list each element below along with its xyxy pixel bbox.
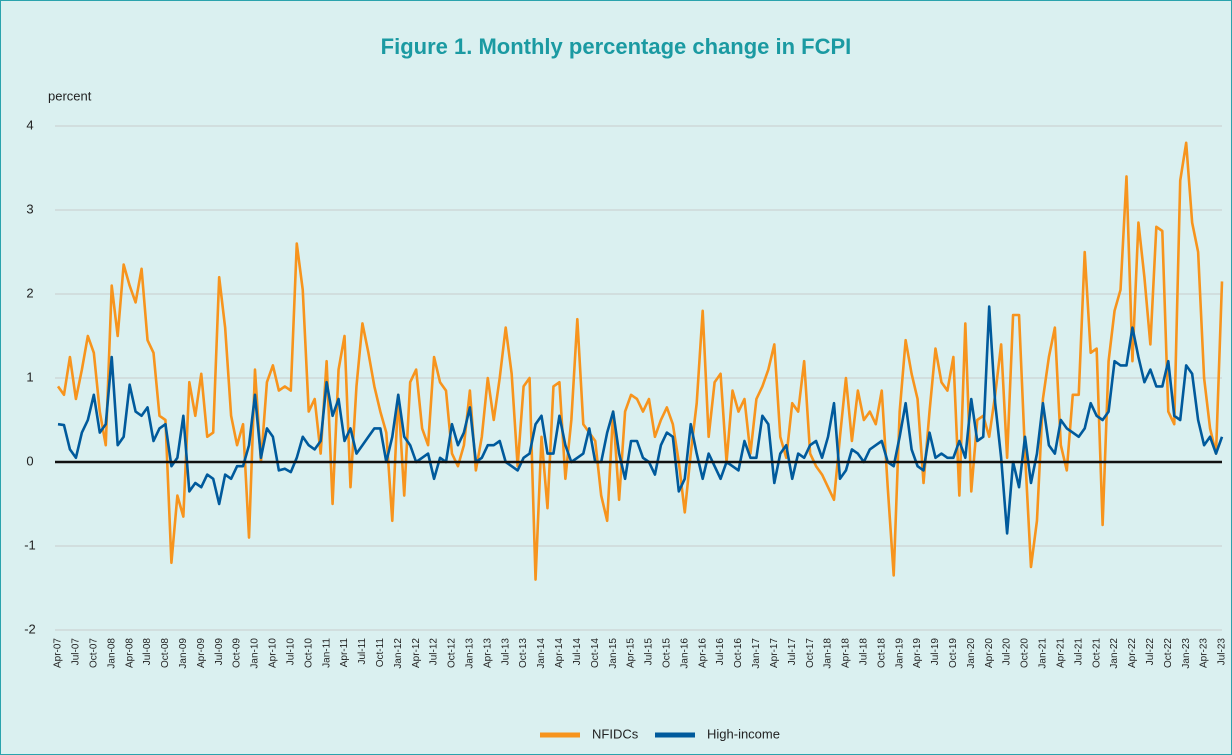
- x-tick-label: Oct-13: [518, 638, 529, 668]
- x-tick-label: Jan-20: [966, 638, 977, 669]
- x-tick-label: Jul-12: [429, 638, 440, 666]
- x-tick-label: Apr-10: [268, 638, 279, 668]
- y-tick-label: -1: [24, 537, 36, 552]
- x-tick-label: Jan-14: [536, 638, 547, 669]
- x-tick-label: Jul-10: [285, 638, 296, 666]
- x-tick-label: Apr-13: [482, 638, 493, 668]
- legend-label: NFIDCs: [592, 726, 639, 741]
- x-tick-label: Jul-14: [572, 638, 583, 666]
- x-tick-label: Apr-18: [841, 638, 852, 668]
- x-tick-label: Jul-19: [930, 638, 941, 666]
- x-tick-label: Oct-20: [1020, 638, 1031, 668]
- x-tick-label: Apr-20: [984, 638, 995, 668]
- x-tick-label: Apr-07: [53, 638, 64, 668]
- x-tick-label: Jul-18: [858, 638, 869, 666]
- x-tick-label: Apr-11: [339, 638, 350, 668]
- chart-title: Figure 1. Monthly percentage change in F…: [381, 34, 852, 59]
- y-tick-label: -2: [24, 621, 36, 636]
- x-tick-label: Jan-17: [751, 638, 762, 669]
- x-tick-label: Jan-15: [608, 638, 619, 669]
- x-tick-label: Jul-22: [1145, 638, 1156, 666]
- x-tick-label: Apr-09: [196, 638, 207, 668]
- x-tick-label: Jan-09: [178, 638, 189, 669]
- x-tick-label: Jan-22: [1109, 638, 1120, 669]
- y-axis-label: percent: [48, 88, 92, 103]
- y-tick-label: 3: [26, 201, 33, 216]
- x-tick-label: Apr-12: [411, 638, 422, 668]
- x-tick-label: Jul-11: [357, 638, 368, 665]
- x-tick-label: Jan-10: [250, 638, 261, 669]
- y-tick-label: 4: [26, 117, 33, 132]
- x-tick-label: Oct-19: [948, 638, 959, 668]
- x-tick-label: Apr-08: [124, 638, 135, 668]
- x-tick-label: Jan-16: [679, 638, 690, 669]
- x-tick-label: Jul-16: [715, 638, 726, 666]
- x-tick-label: Oct-18: [876, 638, 887, 668]
- x-tick-label: Jul-20: [1002, 638, 1013, 666]
- x-tick-label: Jan-13: [465, 638, 476, 669]
- y-tick-label: 2: [26, 285, 33, 300]
- x-tick-label: Apr-19: [912, 638, 923, 668]
- x-tick-label: Jan-08: [106, 638, 117, 669]
- x-tick-label: Jul-15: [644, 638, 655, 666]
- x-tick-label: Jan-21: [1038, 638, 1049, 669]
- x-tick-label: Jan-23: [1181, 638, 1192, 669]
- x-tick-label: Apr-15: [626, 638, 637, 668]
- x-tick-label: Oct-09: [232, 638, 243, 668]
- x-tick-label: Oct-22: [1163, 638, 1174, 668]
- x-tick-label: Apr-23: [1199, 638, 1210, 668]
- x-tick-label: Jan-11: [321, 638, 332, 668]
- x-tick-label: Oct-08: [160, 638, 171, 668]
- x-tick-label: Jul-09: [214, 638, 225, 666]
- x-tick-label: Jul-23: [1217, 638, 1228, 666]
- x-tick-label: Apr-14: [554, 638, 565, 668]
- x-tick-label: Oct-14: [590, 638, 601, 668]
- x-tick-label: Jul-08: [142, 638, 153, 666]
- x-tick-label: Apr-21: [1055, 638, 1066, 668]
- x-tick-label: Oct-11: [375, 638, 386, 668]
- x-tick-label: Oct-17: [805, 638, 816, 668]
- x-tick-label: Jul-17: [787, 638, 798, 666]
- x-tick-label: Jul-21: [1073, 638, 1084, 666]
- x-tick-label: Oct-12: [447, 638, 458, 668]
- x-tick-label: Oct-21: [1091, 638, 1102, 668]
- x-tick-label: Jul-13: [500, 638, 511, 666]
- x-tick-label: Oct-10: [303, 638, 314, 668]
- series-line: [56, 141, 1224, 581]
- x-tick-label: Jan-12: [393, 638, 404, 669]
- x-tick-label: Apr-17: [769, 638, 780, 668]
- x-tick-label: Jul-07: [71, 638, 82, 666]
- x-tick-label: Oct-16: [733, 638, 744, 668]
- x-tick-label: Apr-22: [1127, 638, 1138, 668]
- x-tick-label: Oct-07: [88, 638, 99, 668]
- y-tick-label: 0: [26, 453, 33, 468]
- x-tick-label: Apr-16: [697, 638, 708, 668]
- y-tick-label: 1: [26, 369, 33, 384]
- x-tick-label: Jan-18: [823, 638, 834, 669]
- legend-label: High-income: [707, 726, 780, 741]
- series-line: [57, 305, 1224, 535]
- x-tick-label: Oct-15: [662, 638, 673, 668]
- x-tick-label: Jan-19: [894, 638, 905, 669]
